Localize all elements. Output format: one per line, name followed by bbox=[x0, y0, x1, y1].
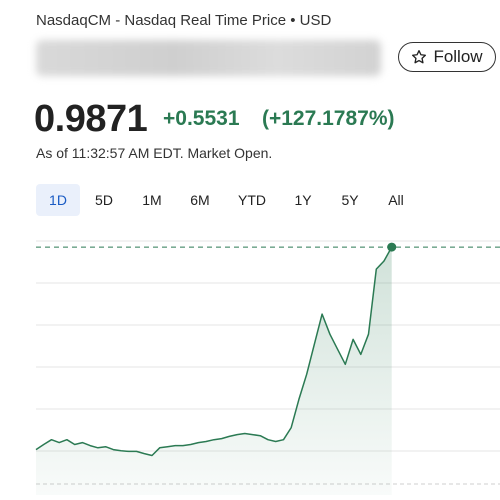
follow-label: Follow bbox=[433, 47, 483, 66]
range-tab[interactable]: YTD bbox=[238, 192, 266, 208]
price-area bbox=[36, 247, 392, 495]
blurred-company-name bbox=[36, 40, 381, 76]
percent-change: (+127.1787%) bbox=[262, 107, 395, 130]
follow-button[interactable]: Follow bbox=[398, 42, 496, 72]
exchange-label: NasdaqCM - Nasdaq Real Time Price • USD bbox=[36, 12, 332, 29]
range-tab[interactable]: 1Y bbox=[294, 192, 312, 208]
range-tab[interactable]: 5Y bbox=[341, 192, 359, 208]
price-line bbox=[35, 246, 393, 457]
range-tab[interactable]: 1M bbox=[142, 192, 162, 208]
price-change: +0.5531 bbox=[163, 107, 240, 130]
range-tab[interactable]: 1D bbox=[36, 184, 80, 216]
range-tab[interactable]: 6M bbox=[190, 192, 210, 208]
price: 0.9871 bbox=[34, 98, 148, 140]
last-price-dot bbox=[387, 242, 397, 252]
range-tab[interactable]: All bbox=[388, 192, 404, 208]
range-tabs: 1D 5D 1M 6M YTD 1Y 5Y All bbox=[36, 184, 418, 216]
star-icon bbox=[412, 50, 427, 64]
range-tab[interactable]: 5D bbox=[95, 192, 113, 208]
timestamp: As of 11:32:57 AM EDT. Market Open. bbox=[36, 145, 273, 161]
